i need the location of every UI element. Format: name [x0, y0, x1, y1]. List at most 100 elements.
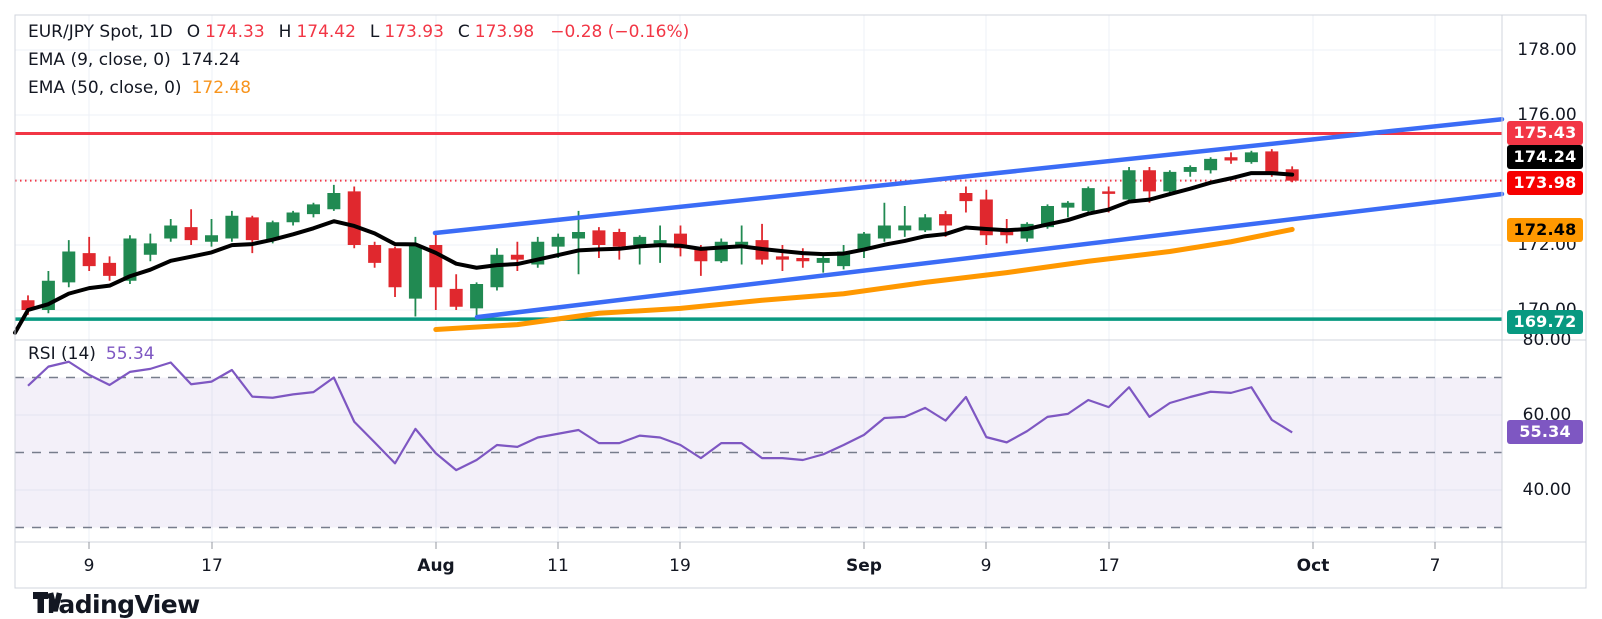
candle[interactable]	[857, 232, 871, 258]
channel-upper-trendline[interactable]	[432, 116, 1505, 236]
candle-body	[979, 199, 993, 236]
time-axis-label[interactable]: 9	[83, 556, 95, 576]
support-price-badge[interactable]: 169.72	[1507, 310, 1583, 334]
candle[interactable]	[408, 236, 422, 317]
candle[interactable]	[673, 225, 687, 257]
candle[interactable]	[82, 236, 96, 271]
candle[interactable]	[572, 210, 586, 275]
candle[interactable]	[1122, 167, 1136, 202]
candle[interactable]	[347, 186, 361, 249]
rsi-band	[15, 376, 1502, 529]
candle[interactable]	[1061, 201, 1075, 218]
price-axis-label[interactable]: 80.00	[1522, 330, 1572, 350]
candle[interactable]	[959, 186, 973, 213]
time-axis-label[interactable]: Aug	[417, 556, 455, 576]
candlestick-series[interactable]	[21, 149, 1299, 317]
ema9-line[interactable]	[13, 171, 1295, 335]
candle[interactable]	[327, 184, 341, 211]
candle[interactable]	[205, 219, 219, 247]
time-axis-label[interactable]: 7	[1429, 556, 1441, 576]
candle[interactable]	[388, 246, 402, 297]
rsi-series-line[interactable]	[27, 360, 1293, 472]
last-price-badge[interactable]: 173.98	[1507, 171, 1583, 195]
candle-body	[449, 288, 463, 307]
time-axis-label[interactable]: 11	[547, 556, 569, 576]
candle[interactable]	[429, 232, 443, 310]
candle[interactable]	[877, 202, 891, 242]
ema9-legend-row[interactable]: EMA (9, close, 0) 174.24	[28, 50, 240, 70]
price-axis-label[interactable]: 178.00	[1517, 40, 1577, 60]
candle[interactable]	[1163, 170, 1177, 195]
candle-body	[898, 225, 912, 231]
candle[interactable]	[1204, 157, 1218, 174]
price-levels[interactable]	[15, 132, 1502, 321]
candle-body	[1183, 167, 1197, 172]
candle[interactable]	[1224, 152, 1238, 164]
candle[interactable]	[286, 210, 300, 226]
candle[interactable]	[714, 238, 728, 263]
time-axis-label[interactable]: 9	[980, 556, 992, 576]
candle[interactable]	[164, 219, 178, 242]
trend-channel-lines[interactable]	[432, 116, 1505, 320]
candle[interactable]	[368, 241, 382, 268]
time-axis-label[interactable]: 19	[669, 556, 691, 576]
symbol-title[interactable]: EUR/JPY Spot, 1D	[28, 22, 173, 42]
candle-body	[633, 236, 647, 245]
candle[interactable]	[612, 228, 626, 260]
candle[interactable]	[184, 209, 198, 245]
candle[interactable]	[837, 245, 851, 270]
ema50-value: 172.48	[191, 78, 252, 98]
time-axis-label[interactable]: 17	[1098, 556, 1120, 576]
candle-body	[306, 204, 320, 215]
candle[interactable]	[510, 241, 524, 271]
price-axis-label[interactable]: 40.00	[1522, 480, 1572, 500]
tradingview-logo[interactable]: TradingView	[33, 591, 200, 619]
candle[interactable]	[1183, 165, 1197, 177]
ema50-line[interactable]	[433, 226, 1295, 332]
candle-body	[82, 253, 96, 267]
candle[interactable]	[898, 206, 912, 237]
rsi-legend-row[interactable]: RSI (14) 55.34	[28, 344, 155, 364]
ohlc-legend-row[interactable]: EUR/JPY Spot, 1D O 174.33 H 174.42 L 173…	[28, 22, 689, 42]
ema-lines[interactable]	[13, 171, 1295, 335]
rsi-value-badge[interactable]: 55.34	[1507, 420, 1583, 444]
time-axis-label[interactable]: 17	[201, 556, 223, 576]
resistance-price-badge[interactable]: 175.43	[1507, 121, 1583, 145]
candle[interactable]	[633, 235, 647, 265]
candle[interactable]	[306, 202, 320, 218]
candle-body	[103, 262, 117, 276]
candle[interactable]	[592, 227, 606, 258]
candle[interactable]	[245, 215, 259, 254]
price-axis-label[interactable]: 176.00	[1517, 105, 1577, 125]
time-axis-ticks	[88, 542, 1436, 549]
rsi-label[interactable]: RSI (14)	[28, 344, 96, 364]
candle[interactable]	[62, 240, 76, 288]
ema50-legend-row[interactable]: EMA (50, close, 0) 172.48	[28, 78, 251, 98]
channel-lower-trendline[interactable]	[474, 191, 1505, 320]
candle[interactable]	[531, 236, 545, 268]
candle[interactable]	[225, 210, 239, 242]
candle[interactable]	[143, 233, 157, 262]
candle[interactable]	[470, 282, 484, 317]
ema50-label[interactable]: EMA (50, close, 0)	[28, 78, 182, 98]
ema50-value-badge[interactable]: 172.48	[1507, 218, 1583, 242]
candle[interactable]	[449, 274, 463, 310]
candle[interactable]	[490, 248, 504, 291]
candle[interactable]	[103, 256, 117, 281]
candle[interactable]	[1142, 167, 1156, 203]
candle[interactable]	[979, 189, 993, 245]
candle-body	[1244, 152, 1258, 163]
rsi-line[interactable]	[27, 360, 1293, 472]
time-axis-label[interactable]: Oct	[1296, 556, 1330, 576]
candle[interactable]	[816, 254, 830, 273]
ema9-label[interactable]: EMA (9, close, 0)	[28, 50, 171, 70]
ema9-value-badge[interactable]: 174.24	[1507, 145, 1583, 169]
candle[interactable]	[1081, 186, 1095, 213]
candle[interactable]	[755, 223, 769, 265]
ema9-value: 174.24	[180, 50, 241, 70]
candle[interactable]	[918, 214, 932, 232]
candle[interactable]	[1020, 222, 1034, 242]
time-axis-label[interactable]: Sep	[846, 556, 882, 576]
candle[interactable]	[1244, 150, 1258, 164]
